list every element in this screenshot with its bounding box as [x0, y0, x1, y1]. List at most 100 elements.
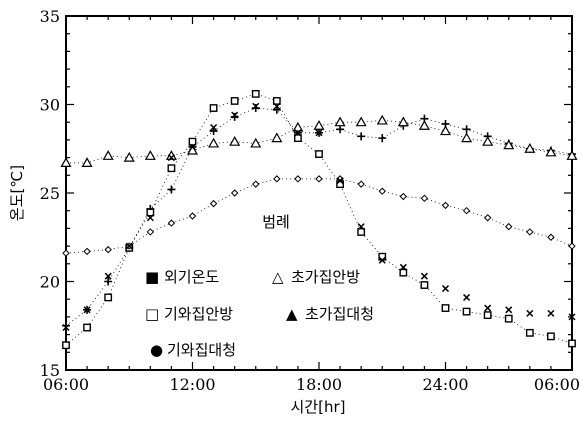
point-square [568, 339, 576, 348]
point-square [399, 268, 408, 277]
point-square [251, 89, 260, 98]
point-x [399, 263, 407, 271]
point-square [62, 341, 70, 350]
y-tick-label: 30 [40, 96, 60, 115]
point-triangle [566, 150, 578, 160]
point-x [294, 129, 302, 137]
point-triangle [503, 139, 515, 150]
point-triangle [376, 114, 388, 125]
point-triangle [439, 125, 452, 136]
point-diamond [146, 228, 155, 236]
point-x [146, 214, 154, 222]
point-x [526, 309, 534, 317]
point-triangle [250, 137, 262, 148]
point-triangle [271, 132, 283, 143]
point-square [462, 307, 471, 316]
point-triangle [81, 157, 93, 168]
x-tick-label: 12:00 [169, 375, 215, 394]
legend-symbol-2: □ [145, 305, 159, 323]
axis-ticks [65, 15, 573, 371]
point-diamond [167, 219, 176, 227]
point-square [315, 150, 323, 158]
point-triangle [208, 137, 220, 148]
point-cross [378, 134, 387, 143]
point-triangle [229, 135, 241, 146]
point-square [230, 97, 239, 105]
legend-symbol-3: ▲ [286, 305, 298, 323]
x-tick-label: 24:00 [422, 375, 468, 394]
point-diamond [483, 214, 492, 222]
legend-label-2: 기와집안방 [164, 305, 233, 323]
point-diamond [188, 212, 197, 220]
x-tick-label: 06:00 [534, 375, 580, 394]
point-x [315, 129, 323, 137]
point-diamond [83, 247, 91, 256]
point-diamond [209, 199, 218, 208]
point-square [146, 208, 155, 217]
point-x [104, 272, 112, 280]
y-tick-label: 15 [40, 361, 60, 380]
point-diamond [62, 249, 70, 257]
point-diamond [526, 228, 534, 236]
point-triangle [482, 135, 494, 146]
point-triangle [313, 120, 325, 130]
y-tick-label: 35 [40, 7, 60, 26]
point-square [504, 314, 513, 323]
point-diamond [315, 175, 323, 183]
point-x [420, 272, 428, 280]
point-diamond [547, 233, 555, 241]
point-diamond [273, 175, 281, 183]
point-x [62, 323, 70, 332]
point-square [272, 97, 281, 105]
legend-label-4: 기와집대청 [167, 341, 236, 359]
point-square [83, 323, 91, 332]
legend-label-3: 초가집대청 [305, 305, 374, 323]
point-x [357, 223, 365, 231]
point-diamond [420, 194, 429, 203]
point-triangle [292, 121, 304, 132]
legend-label-1: 초가집안방 [291, 268, 360, 286]
point-diamond [252, 180, 260, 188]
point-triangle [418, 120, 430, 130]
x-tick-label: 18:00 [296, 375, 342, 394]
series-layer [60, 89, 578, 350]
point-x [83, 306, 91, 314]
point-x [210, 123, 218, 132]
series-line [65, 178, 573, 254]
series-0 [62, 104, 576, 330]
point-triangle [545, 146, 557, 157]
point-cross [462, 125, 471, 134]
point-x [547, 309, 555, 317]
point-triangle [144, 150, 156, 160]
point-triangle [60, 157, 72, 168]
y-axis-label: 온도[℃] [8, 165, 26, 221]
point-square [188, 137, 197, 146]
point-diamond [104, 245, 112, 254]
tick-labels: 15 20 25 30 35 06:00 12:00 18:00 24:00 06:00 [40, 7, 580, 394]
point-diamond [399, 192, 408, 201]
legend-label-0: 외기온도 [164, 268, 219, 286]
series-line [65, 107, 573, 327]
point-diamond [462, 206, 471, 215]
legend-symbol-1: △ [272, 268, 284, 286]
y-tick-label: 25 [40, 184, 60, 203]
point-diamond [441, 201, 450, 210]
point-cross [336, 125, 345, 134]
point-x [378, 256, 386, 264]
point-x [441, 285, 450, 293]
point-x [188, 143, 197, 151]
point-x [167, 154, 175, 162]
point-triangle [355, 116, 367, 127]
point-x [231, 111, 239, 119]
point-square [420, 281, 429, 289]
point-square [209, 104, 218, 112]
y-tick-label: 20 [40, 273, 60, 292]
point-square [483, 311, 492, 320]
point-square [357, 228, 366, 236]
point-cross [357, 132, 366, 141]
point-diamond [505, 222, 513, 231]
series-1 [60, 114, 578, 168]
point-x [568, 313, 576, 321]
point-x [273, 102, 281, 110]
